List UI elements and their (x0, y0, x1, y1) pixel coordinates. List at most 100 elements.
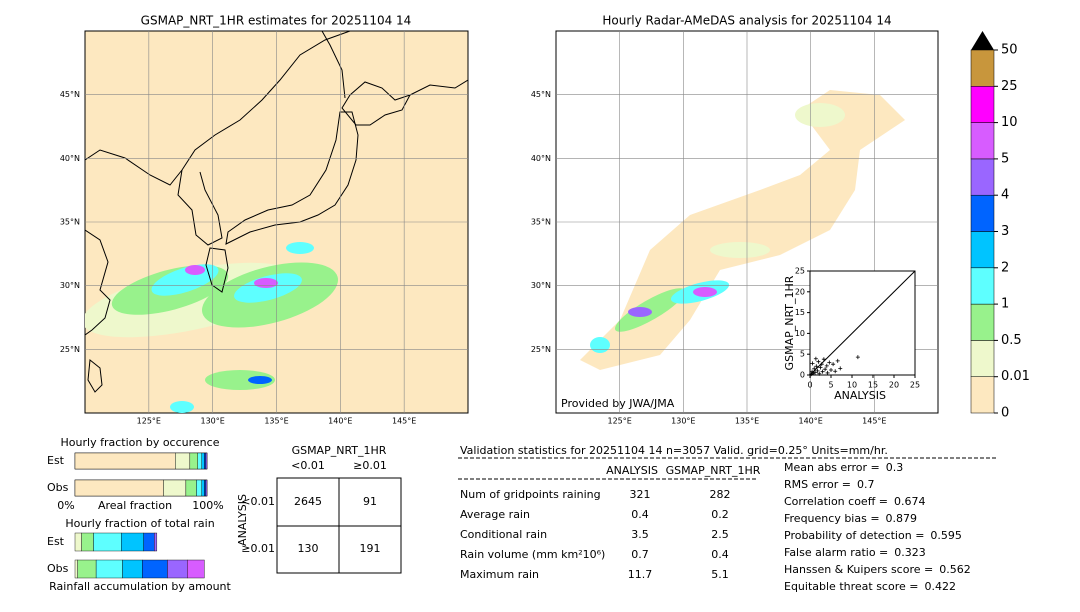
lat-label: 40°N (60, 154, 80, 163)
fraction-segment (201, 452, 205, 470)
fraction-segment (122, 559, 143, 579)
scatter-point (829, 368, 833, 373)
y-tick-label: 5 (800, 350, 805, 359)
fraction-segment (205, 452, 208, 470)
x-label: Areal fraction (98, 499, 172, 512)
colorbar-segment (970, 376, 995, 414)
stat-value: 0.2 (711, 508, 729, 521)
lat-label: 45°N (531, 90, 551, 99)
colorbar-segment (970, 340, 995, 377)
stat-label: Rain volume (mm km²10⁶) (460, 548, 605, 561)
score-value: 0.323 (894, 546, 926, 559)
row-label: <0.01 (241, 495, 275, 508)
map-left: 125°E 130°E 135°E 140°E 145°E 25°N 30°N 35°N 40°… (60, 30, 469, 426)
y-tick-label: 25 (795, 267, 805, 276)
scatter-point (813, 356, 818, 361)
score: Probability of detection = 0.595 (784, 529, 962, 542)
score-value: 0.7 (857, 478, 875, 491)
score: Correlation coeff = 0.674 (784, 495, 926, 508)
score-value: 0.674 (894, 495, 926, 508)
fraction-segment (153, 532, 158, 552)
lat-label: 35°N (531, 218, 551, 227)
colorbar-label: 5 (1001, 151, 1009, 166)
fraction-segment (120, 532, 144, 552)
score-label: Frequency bias = (784, 512, 880, 525)
fraction-segment (81, 532, 94, 552)
map-title: Hourly Radar-AMeDAS analysis for 2025110… (602, 14, 891, 28)
scatter-point (813, 370, 818, 375)
colorbar-label: 50 (1001, 43, 1018, 58)
scatter-ylabel: GSMAP_NRT_1HR (783, 275, 796, 370)
panel-title: Hourly fraction of total rain (65, 517, 214, 530)
score-label: Correlation coeff = (784, 495, 888, 508)
colorbar-label: 0.01 (1001, 369, 1030, 384)
fraction-segment (142, 559, 168, 579)
stat-value: 0.4 (631, 508, 649, 521)
score: Hanssen & Kuipers score = 0.562 (784, 563, 971, 576)
lon-label: 145°E (392, 417, 416, 426)
fraction-segment (205, 479, 208, 497)
scatter-point (855, 355, 860, 360)
stat-label: Maximum rain (460, 568, 539, 581)
x-label: 100% (192, 499, 223, 512)
score-label: Mean abs error = (784, 461, 880, 474)
score-label: RMS error = (784, 478, 851, 491)
fraction-segment (167, 559, 188, 579)
stat-label: Average rain (460, 508, 530, 521)
score-label: Equitable threat score = (784, 580, 918, 593)
scatter-point (812, 366, 817, 371)
scatter-point (814, 364, 819, 369)
colorbar-segment (970, 303, 995, 341)
lat-label: 35°N (60, 218, 80, 227)
diagonal (809, 270, 916, 376)
scatter-point (810, 361, 815, 366)
lon-label: 140°E (799, 417, 823, 426)
fraction-segment (74, 479, 164, 497)
scatter-point (817, 371, 822, 376)
fraction-segment (189, 452, 198, 470)
row-header: ANALYSIS (236, 494, 249, 546)
colorbar-label: 10 (1001, 115, 1018, 130)
colorbar-segment (970, 86, 995, 123)
x-tick-label: 5 (828, 381, 833, 390)
scatter-point (820, 369, 825, 374)
scatter-point (827, 360, 832, 365)
stat-value: 282 (710, 488, 731, 501)
colorbar-segment (970, 267, 995, 305)
colorbar-extension (971, 31, 994, 50)
colorbar-label: 1 (1001, 297, 1009, 312)
credit: Provided by JWA/JMA (561, 397, 675, 410)
x-tick-label: 20 (889, 381, 899, 390)
stat-value: 3.5 (631, 528, 649, 541)
colorbar-label: 25 (1001, 79, 1018, 94)
scatter-point (823, 367, 828, 372)
colorbar-label: 4 (1001, 188, 1009, 203)
col-label: ≥0.01 (353, 459, 387, 472)
colorbar-label: 3 (1001, 224, 1009, 239)
score: Frequency bias = 0.879 (784, 512, 917, 525)
lon-label: 140°E (328, 417, 352, 426)
score-value: 0.422 (924, 580, 956, 593)
stat-label: Num of gridpoints raining (460, 488, 601, 501)
lat-label: 25°N (531, 345, 551, 354)
fraction-segment (163, 479, 187, 497)
fraction-segment (74, 532, 82, 552)
lon-label: 130°E (201, 417, 225, 426)
panel-title: Hourly fraction by occurence (61, 436, 220, 449)
score-value: 0.3 (886, 461, 904, 474)
row-label: Obs (47, 481, 69, 494)
col-header: GSMAP_NRT_1HR (292, 444, 387, 457)
lon-label: 125°E (137, 417, 161, 426)
rain-field (580, 90, 905, 370)
scatter-xlabel: ANALYSIS (834, 389, 886, 402)
row-label: Obs (47, 562, 69, 575)
x-tick-label: 0 (807, 381, 812, 390)
colorbar-segment (970, 194, 995, 232)
score-value: 0.595 (930, 529, 962, 542)
lat-label: 40°N (531, 154, 551, 163)
y-tick-label: 10 (795, 329, 805, 338)
fraction-segment (196, 479, 202, 497)
stat-value: 5.1 (711, 568, 729, 581)
y-tick-label: 20 (795, 287, 805, 296)
